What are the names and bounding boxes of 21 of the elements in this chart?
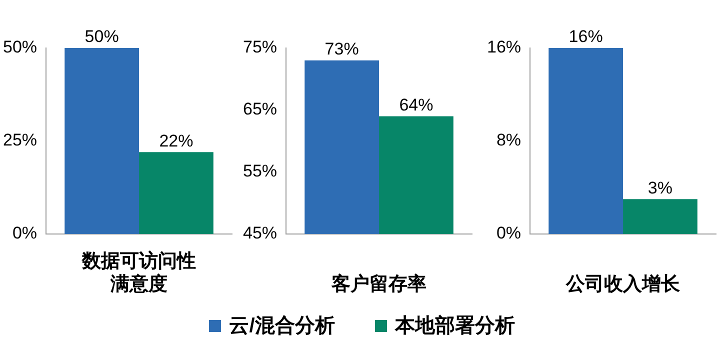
y-tick-label: 16% [486,38,522,57]
y-tick-label: 0% [496,224,522,243]
data-label: 64% [399,95,434,114]
y-tick-label: 65% [242,100,278,119]
y-tick-label: 25% [2,130,38,150]
data-label: 50% [84,27,119,46]
y-tick-label: 50% [2,38,38,57]
data-label: 22% [159,131,194,150]
y-tick-label: 0% [12,224,38,243]
y-tick-label: 55% [242,162,278,181]
data-label: 3% [648,178,672,198]
y-tick-label: 45% [242,224,278,243]
legend-label: 云/混合分析 [229,314,335,339]
legend-label: 本地部署分析 [394,314,515,339]
y-tick-label: 75% [242,38,278,57]
data-label: 16% [568,27,603,46]
x-axis-title: 客户留存率 [330,272,427,295]
x-axis-title: 公司收入增长 [565,272,682,295]
data-label: 73% [324,40,359,59]
x-axis-title: 数据可访问性满意度 [81,250,196,295]
y-tick-label: 8% [496,130,522,150]
